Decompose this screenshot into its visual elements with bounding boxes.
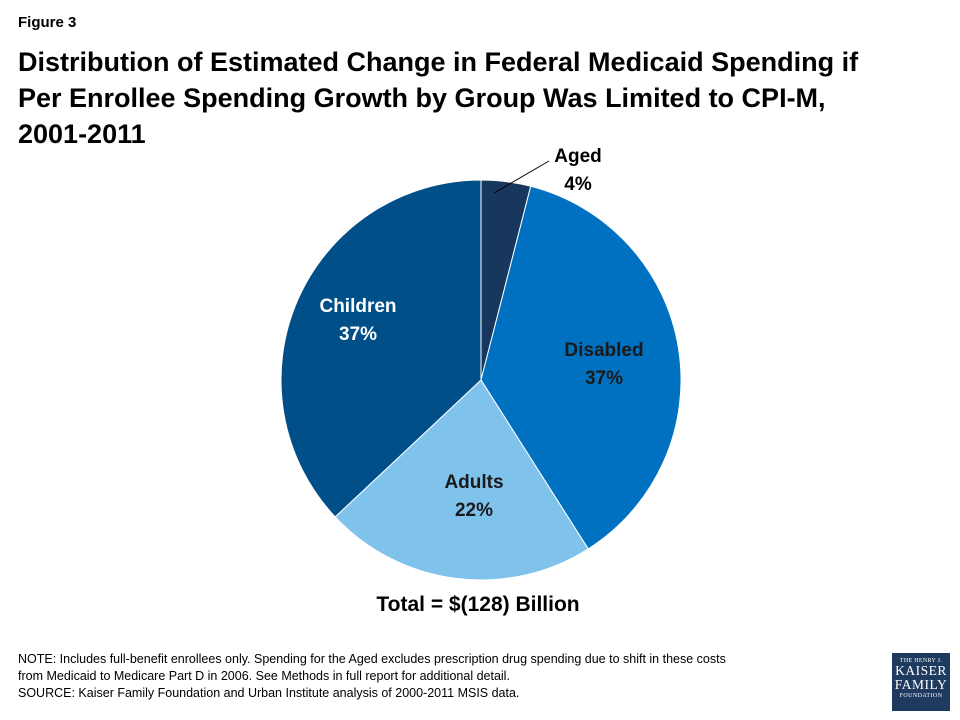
note-line: from Medicaid to Medicare Part D in 2006… (18, 669, 510, 683)
note-line: NOTE: Includes full-benefit enrollees on… (18, 652, 726, 666)
slice-label-children: Children (319, 296, 396, 317)
slice-value-adults: 22% (455, 500, 493, 521)
slice-label-disabled: Disabled (564, 340, 643, 361)
slice-label-adults: Adults (444, 472, 503, 493)
title-line: 2001-2011 (18, 119, 146, 149)
kaiser-logo: THE HENRY J. KAISER FAMILY FOUNDATION (892, 653, 950, 711)
slice-value-disabled: 37% (585, 368, 623, 389)
title-line: Per Enrollee Spending Growth by Group Wa… (18, 83, 826, 113)
title-line: Distribution of Estimated Change in Fede… (18, 47, 859, 77)
figure-label: Figure 3 (18, 14, 77, 31)
chart-title: Distribution of Estimated Change in Fede… (18, 44, 918, 152)
slice-value-aged: 4% (564, 174, 592, 195)
slice-value-children: 37% (339, 324, 377, 345)
pie-slice-children (280, 179, 482, 518)
notes: NOTE: Includes full-benefit enrollees on… (18, 651, 868, 702)
pie-slice-adults (334, 379, 589, 581)
total-label: Total = $(128) Billion (376, 593, 580, 616)
source-line: SOURCE: Kaiser Family Foundation and Urb… (18, 686, 520, 700)
slice-label-aged: Aged (554, 146, 602, 167)
aged-leader-line (493, 160, 550, 194)
